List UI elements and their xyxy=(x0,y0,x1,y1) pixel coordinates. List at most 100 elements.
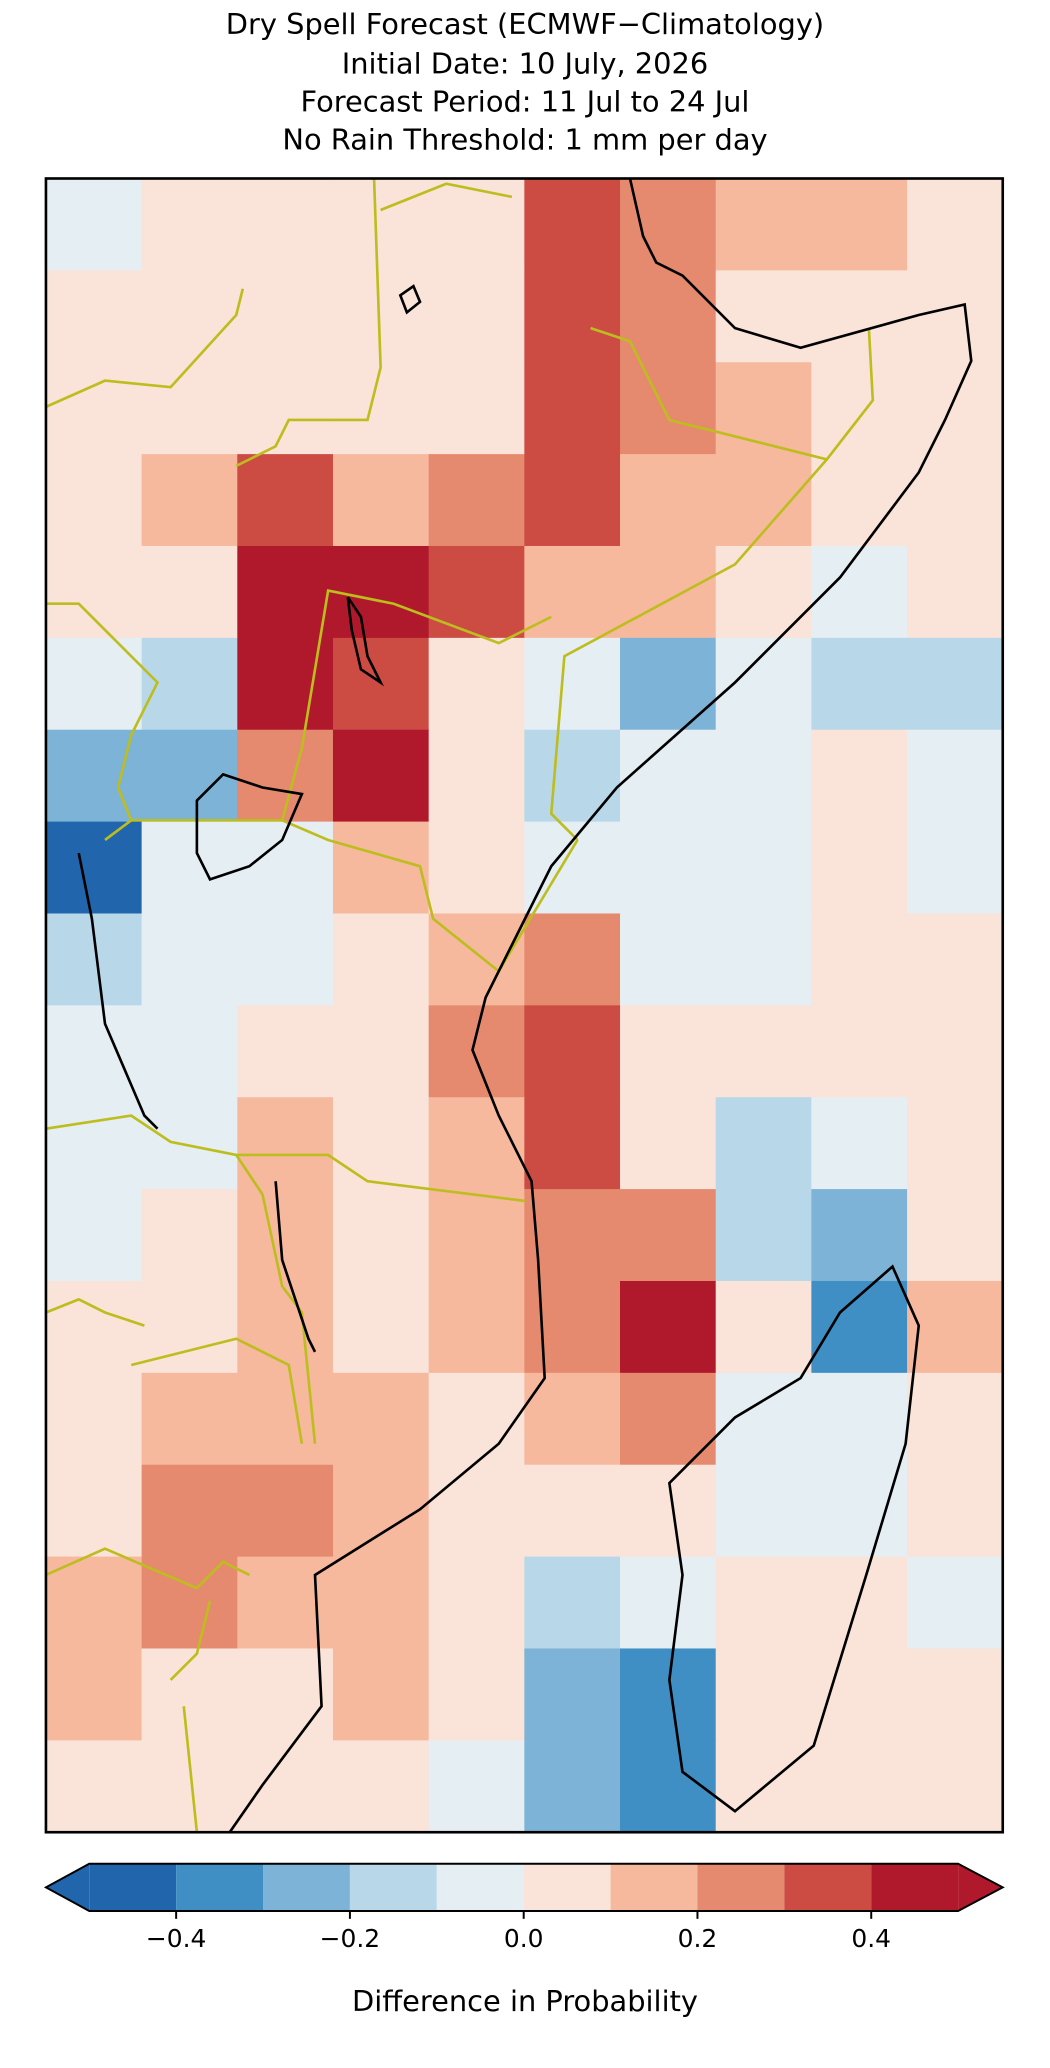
grid-cell xyxy=(524,913,621,1007)
grid-cell xyxy=(907,821,1004,915)
grid-cell xyxy=(907,1097,1004,1190)
colorbar-extend-low xyxy=(45,1863,90,1911)
grid-cell xyxy=(45,178,143,272)
grid-cell xyxy=(332,454,430,547)
grid-cell xyxy=(141,1189,238,1282)
grid-cell xyxy=(907,1464,1004,1558)
grid-cell xyxy=(45,270,143,363)
grid-cell xyxy=(907,729,1004,823)
grid-cell xyxy=(524,178,621,272)
grid-cell xyxy=(428,1097,525,1190)
grid-cell xyxy=(141,1464,238,1558)
grid-cell xyxy=(524,1648,621,1741)
grid-cell xyxy=(428,729,525,823)
grid-cell xyxy=(715,1005,813,1098)
grid-cell xyxy=(620,1280,717,1374)
grid-cell xyxy=(428,1280,525,1374)
grid-cell xyxy=(428,454,525,547)
grid-cell xyxy=(237,1097,334,1190)
grid-cell xyxy=(715,178,813,272)
grid-cell xyxy=(907,362,1004,455)
grid-cell xyxy=(332,1097,430,1190)
grid-cell xyxy=(332,1372,430,1466)
grid-cell xyxy=(811,1372,908,1466)
grid-cell xyxy=(907,454,1004,547)
grid-cell xyxy=(237,913,334,1007)
colorbar-bin xyxy=(436,1863,524,1911)
grid-cell xyxy=(715,545,813,639)
grid-cell xyxy=(907,1556,1004,1650)
grid-cell xyxy=(907,1740,1004,1833)
colorbar-label: Difference in Probability xyxy=(352,1984,698,2018)
grid-cell xyxy=(332,1740,430,1833)
colorbar-outline xyxy=(43,1862,1005,1912)
grid-cell xyxy=(620,1648,717,1741)
grid-cell xyxy=(45,821,143,915)
grid-cell xyxy=(620,637,717,731)
grid-cell xyxy=(45,1097,143,1190)
grid-cell xyxy=(428,178,525,272)
colorbar-bin xyxy=(263,1863,350,1911)
grid-cell xyxy=(811,454,908,547)
grid-cell xyxy=(811,362,908,455)
colorbar-bin xyxy=(523,1863,611,1911)
grid-cell xyxy=(237,1372,334,1466)
grid-cell xyxy=(907,178,1004,272)
grid-cell xyxy=(811,821,908,915)
grid-cell xyxy=(620,178,717,272)
grid-cell xyxy=(428,1556,525,1650)
grid-cell xyxy=(620,1097,717,1190)
colorbar-bin xyxy=(89,1863,177,1911)
grid-cell xyxy=(811,1556,908,1650)
grid-cell xyxy=(524,1556,621,1650)
grid-cell xyxy=(524,270,621,363)
grid-cell xyxy=(332,913,430,1007)
colorbar-bin xyxy=(610,1863,698,1911)
subtitle: Forecast Period: 11 Jul to 24 Jul xyxy=(301,85,750,119)
grid-cell xyxy=(141,1005,238,1098)
colorbar-bin xyxy=(349,1863,437,1911)
grid-cell xyxy=(811,1464,908,1558)
grid-cell xyxy=(715,1556,813,1650)
grid-cell xyxy=(524,1189,621,1282)
grid-cell xyxy=(907,1648,1004,1741)
grid-cell xyxy=(620,270,717,363)
grid-cell xyxy=(45,1648,143,1741)
grid-cell xyxy=(715,821,813,915)
grid-cell xyxy=(524,545,621,639)
grid-cell xyxy=(715,913,813,1007)
grid-cell xyxy=(620,1556,717,1650)
grid-cell xyxy=(332,729,430,823)
grid-cell xyxy=(811,545,908,639)
grid-cell xyxy=(237,545,334,639)
grid-cell xyxy=(45,1005,143,1098)
grid-cell xyxy=(332,1648,430,1741)
grid-cell xyxy=(45,637,143,731)
grid-cell xyxy=(907,545,1004,639)
grid-cell xyxy=(715,1372,813,1466)
grid-cell xyxy=(620,454,717,547)
colorbar-tick-label: 0.4 xyxy=(851,1924,891,1953)
grid-cell xyxy=(811,1740,908,1833)
grid-cell xyxy=(45,545,143,639)
subtitle: No Rain Threshold: 1 mm per day xyxy=(282,123,767,157)
colorbar-bin xyxy=(176,1863,264,1911)
grid-cell xyxy=(332,1464,430,1558)
grid-cell xyxy=(524,1097,621,1190)
grid-cell xyxy=(428,1740,525,1833)
grid-cell xyxy=(811,1005,908,1098)
grid-cell xyxy=(907,637,1004,731)
grid-cell xyxy=(141,821,238,915)
grid-cell xyxy=(524,454,621,547)
grid-cell xyxy=(524,729,621,823)
grid-cell xyxy=(907,1372,1004,1466)
grid-cell xyxy=(715,1648,813,1741)
grid-cell xyxy=(237,1648,334,1741)
grid-cell xyxy=(524,821,621,915)
grid-cell xyxy=(237,1464,334,1558)
grid-cell xyxy=(715,1097,813,1190)
grid-cell xyxy=(45,1189,143,1282)
grid-cell xyxy=(715,1464,813,1558)
grid-cell xyxy=(907,1280,1004,1374)
grid-cell xyxy=(620,545,717,639)
